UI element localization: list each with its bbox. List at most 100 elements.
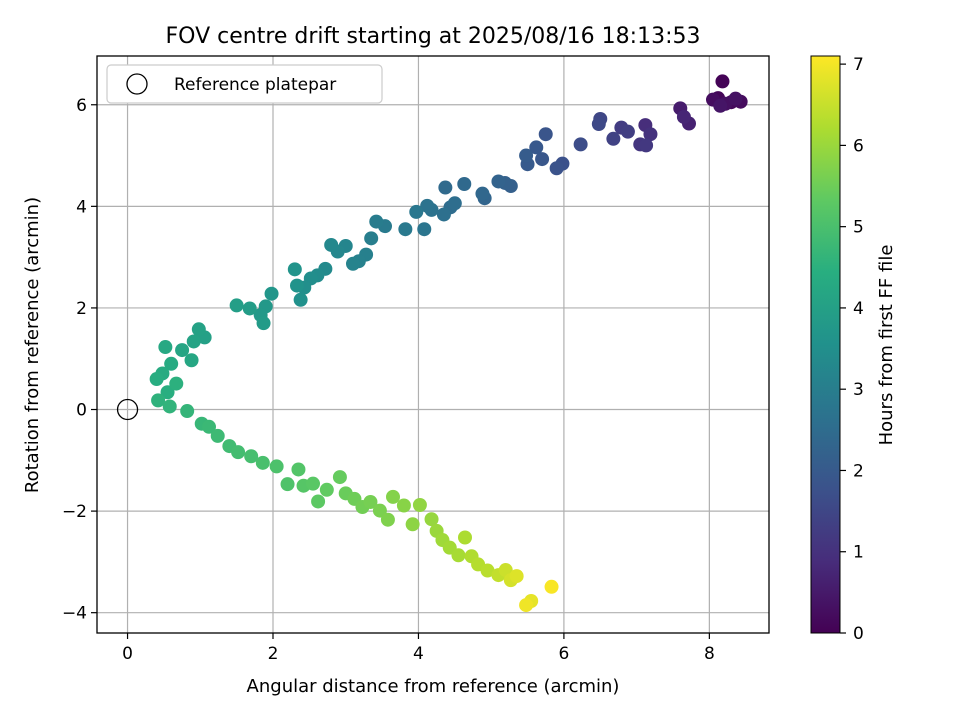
data-point — [169, 376, 184, 391]
data-point — [151, 393, 166, 408]
data-point — [346, 256, 360, 271]
data-point — [372, 503, 387, 518]
data-point — [573, 137, 588, 152]
data-point — [480, 563, 495, 578]
data-point — [363, 494, 378, 509]
data-point — [280, 477, 295, 492]
colorbar-tick-label: 1 — [853, 543, 864, 563]
colorbar-ticks: 0 1 2 3 4 5 6 7 — [840, 55, 864, 644]
data-point — [396, 498, 411, 513]
y-axis-label: Rotation from reference (arcmin) — [22, 197, 43, 493]
colorbar-tick-label: 6 — [853, 136, 864, 156]
y-axis-ticks: −4 −2 0 2 4 6 — [62, 96, 97, 624]
data-point — [538, 127, 553, 142]
data-point — [420, 198, 435, 213]
data-point — [475, 186, 490, 201]
data-point — [529, 140, 544, 155]
colorbar-tick-label: 4 — [853, 299, 864, 319]
data-point — [149, 372, 164, 387]
data-point — [491, 174, 506, 189]
y-tick-label: −4 — [62, 604, 87, 624]
chart-title: FOV centre drift starting at 2025/08/16 … — [166, 24, 701, 49]
data-point — [620, 124, 635, 139]
data-point — [405, 517, 420, 532]
data-point — [639, 138, 654, 153]
data-point — [544, 579, 559, 594]
data-point — [244, 449, 259, 464]
data-point — [519, 598, 534, 613]
data-point — [451, 548, 466, 563]
x-tick-label: 0 — [122, 644, 133, 664]
data-point — [256, 316, 271, 331]
data-point — [229, 298, 244, 313]
data-point — [535, 152, 550, 167]
colorbar-tick-label: 3 — [853, 380, 864, 400]
data-point — [332, 470, 347, 485]
data-point — [417, 222, 432, 237]
data-point — [457, 176, 472, 191]
data-point — [186, 334, 201, 349]
data-point — [713, 98, 728, 113]
data-point — [436, 207, 451, 222]
x-tick-label: 6 — [558, 644, 569, 664]
data-point — [255, 455, 270, 470]
data-point — [364, 231, 379, 246]
data-point — [386, 489, 400, 504]
data-point — [210, 428, 225, 443]
data-point — [158, 340, 173, 355]
data-point — [291, 462, 306, 477]
reference-point-marker — [116, 398, 139, 421]
data-point — [606, 131, 621, 146]
data-point — [191, 322, 206, 337]
data-point — [319, 482, 334, 497]
data-point — [293, 292, 308, 307]
data-point — [264, 286, 279, 301]
data-point — [591, 117, 606, 132]
data-point — [409, 204, 424, 219]
y-tick-label: 6 — [76, 96, 87, 116]
colorbar-tick-label: 7 — [853, 55, 864, 75]
data-point — [242, 301, 257, 316]
colorbar-gradient — [810, 55, 841, 634]
colorbar-label: Hours from first FF file — [876, 245, 897, 446]
legend-box — [106, 64, 383, 104]
data-point — [306, 476, 320, 491]
data-point — [643, 127, 658, 142]
data-point — [160, 385, 175, 400]
data-point — [728, 91, 743, 106]
data-point — [412, 498, 427, 513]
x-axis-label: Angular distance from reference (arcmin) — [247, 676, 620, 697]
data-point — [311, 494, 326, 509]
data-point — [380, 512, 395, 527]
data-point — [269, 459, 284, 474]
data-point — [519, 148, 534, 163]
legend-label-reference: Reference platepar — [174, 75, 336, 95]
legend-marker-reference — [126, 73, 148, 95]
data-point — [231, 445, 246, 460]
y-tick-label: 2 — [76, 299, 87, 319]
data-point — [324, 237, 339, 252]
data-point — [398, 222, 413, 237]
data-point — [458, 530, 472, 545]
data-point — [369, 214, 384, 229]
data-point — [549, 161, 564, 176]
colorbar-tick-label: 5 — [853, 218, 864, 238]
data-point — [164, 356, 179, 371]
gridlines — [97, 56, 769, 633]
data-point — [715, 74, 730, 89]
data-point — [180, 404, 195, 419]
colorbar-tick-label: 2 — [853, 461, 864, 481]
y-tick-label: 0 — [76, 401, 87, 421]
data-point — [676, 109, 691, 124]
y-tick-label: −2 — [62, 502, 87, 522]
data-point — [202, 419, 216, 434]
x-axis-ticks: 0 2 4 6 8 — [122, 633, 715, 664]
data-point — [447, 196, 462, 211]
data-point — [290, 278, 304, 293]
scatter-points — [116, 74, 748, 613]
plot-frame — [96, 55, 770, 634]
data-point — [162, 399, 177, 414]
y-tick-label: 4 — [76, 197, 87, 217]
data-point — [424, 512, 439, 527]
